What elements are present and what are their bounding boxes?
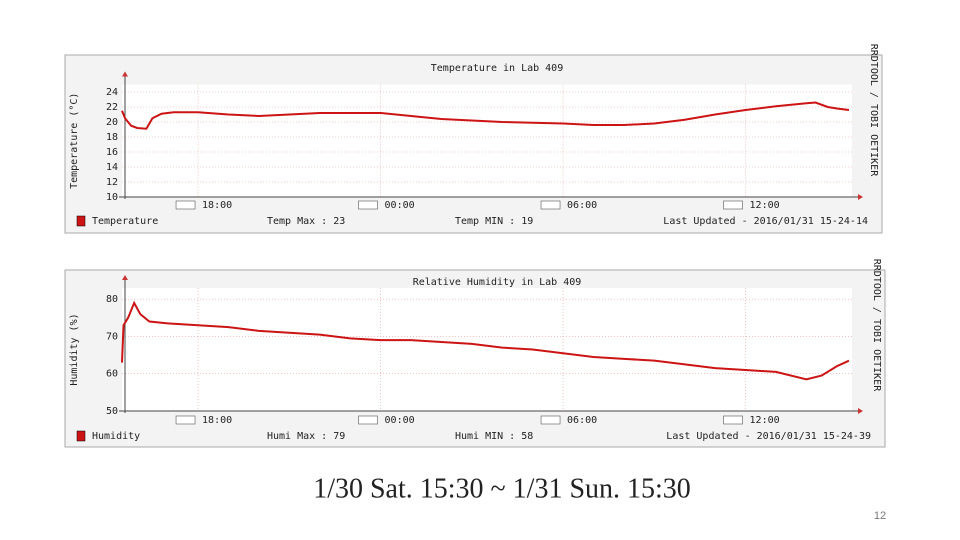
- legend-note: Humi Max : 79: [267, 431, 345, 442]
- side-text: RRDTOOL / TOBI OETIKER: [871, 259, 882, 392]
- y-tick-label: 10: [106, 192, 118, 203]
- y-tick-label: 14: [106, 162, 118, 173]
- x-tick-label: 12:00: [750, 415, 780, 426]
- plot-area: [122, 84, 852, 197]
- axis-arrow: [858, 408, 863, 414]
- tick-box: [540, 415, 561, 425]
- plot-area: [122, 288, 852, 411]
- y-tick-label: 16: [106, 147, 118, 158]
- page-number: 12: [874, 510, 886, 522]
- y-tick-label: 50: [106, 406, 118, 417]
- legend-note: Last Updated - 2016/01/31 15-24-14: [663, 216, 868, 227]
- tick-box: [358, 415, 378, 425]
- axis-arrow: [858, 194, 863, 200]
- axis-arrow: [122, 71, 128, 77]
- caption: 1/30 Sat. 15:30 ~ 1/31 Sun. 15:30: [313, 473, 691, 504]
- legend-note: Temp Max : 23: [267, 216, 345, 227]
- x-tick-label: 12:00: [750, 200, 780, 211]
- legend-note: Temp MIN : 19: [455, 216, 533, 227]
- side-text: RRDTOOL / TOBI OETIKER: [868, 44, 879, 177]
- tick-box: [175, 415, 196, 425]
- y-tick-label: 20: [106, 117, 118, 128]
- x-tick-label: 18:00: [202, 415, 232, 426]
- legend-note: Humi MIN : 58: [455, 431, 533, 442]
- legend-note: Last Updated - 2016/01/31 15-24-39: [666, 431, 871, 442]
- legend-label: Humidity: [92, 431, 140, 442]
- legend-swatch: [76, 430, 86, 442]
- tick-box: [540, 200, 561, 210]
- data-line: [121, 101, 850, 130]
- chart-title: Relative Humidity in Lab 409: [413, 277, 582, 288]
- chart-title: Temperature in Lab 409: [431, 63, 563, 74]
- tick-box: [723, 200, 743, 210]
- x-tick-label: 18:00: [202, 200, 232, 211]
- y-tick-label: 70: [106, 331, 118, 342]
- y-tick-label: 12: [106, 177, 118, 188]
- y-tick-label: 80: [106, 294, 118, 305]
- y-tick-label: 60: [106, 369, 118, 380]
- tick-box: [358, 200, 378, 210]
- y-tick-label: 18: [106, 132, 118, 143]
- x-tick-label: 06:00: [567, 200, 597, 211]
- tick-box: [723, 415, 743, 425]
- axis-arrow: [122, 275, 128, 280]
- legend-swatch: [76, 215, 86, 227]
- x-tick-label: 00:00: [385, 200, 415, 211]
- y-axis-label: Temperature (°C): [69, 93, 80, 189]
- tick-box: [175, 200, 196, 210]
- legend-label: Temperature: [92, 216, 158, 227]
- data-line: [121, 300, 850, 381]
- x-tick-label: 00:00: [385, 415, 415, 426]
- y-tick-label: 24: [106, 87, 118, 98]
- y-tick-label: 22: [106, 102, 118, 113]
- y-axis-label: Humidity (%): [69, 313, 80, 385]
- x-tick-label: 06:00: [567, 415, 597, 426]
